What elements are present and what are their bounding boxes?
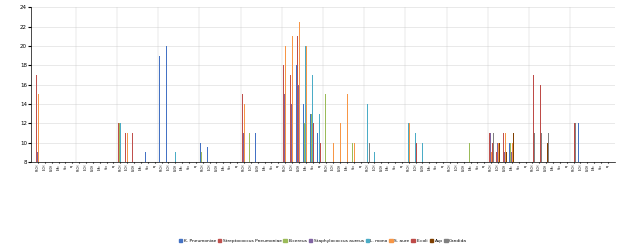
Legend: K. Pneumoniae, Streptococcus Pneumoniae, B.cereus, Staphylococcus aureus, L. mon: K. Pneumoniae, Streptococcus Pneumoniae,… xyxy=(177,237,469,245)
